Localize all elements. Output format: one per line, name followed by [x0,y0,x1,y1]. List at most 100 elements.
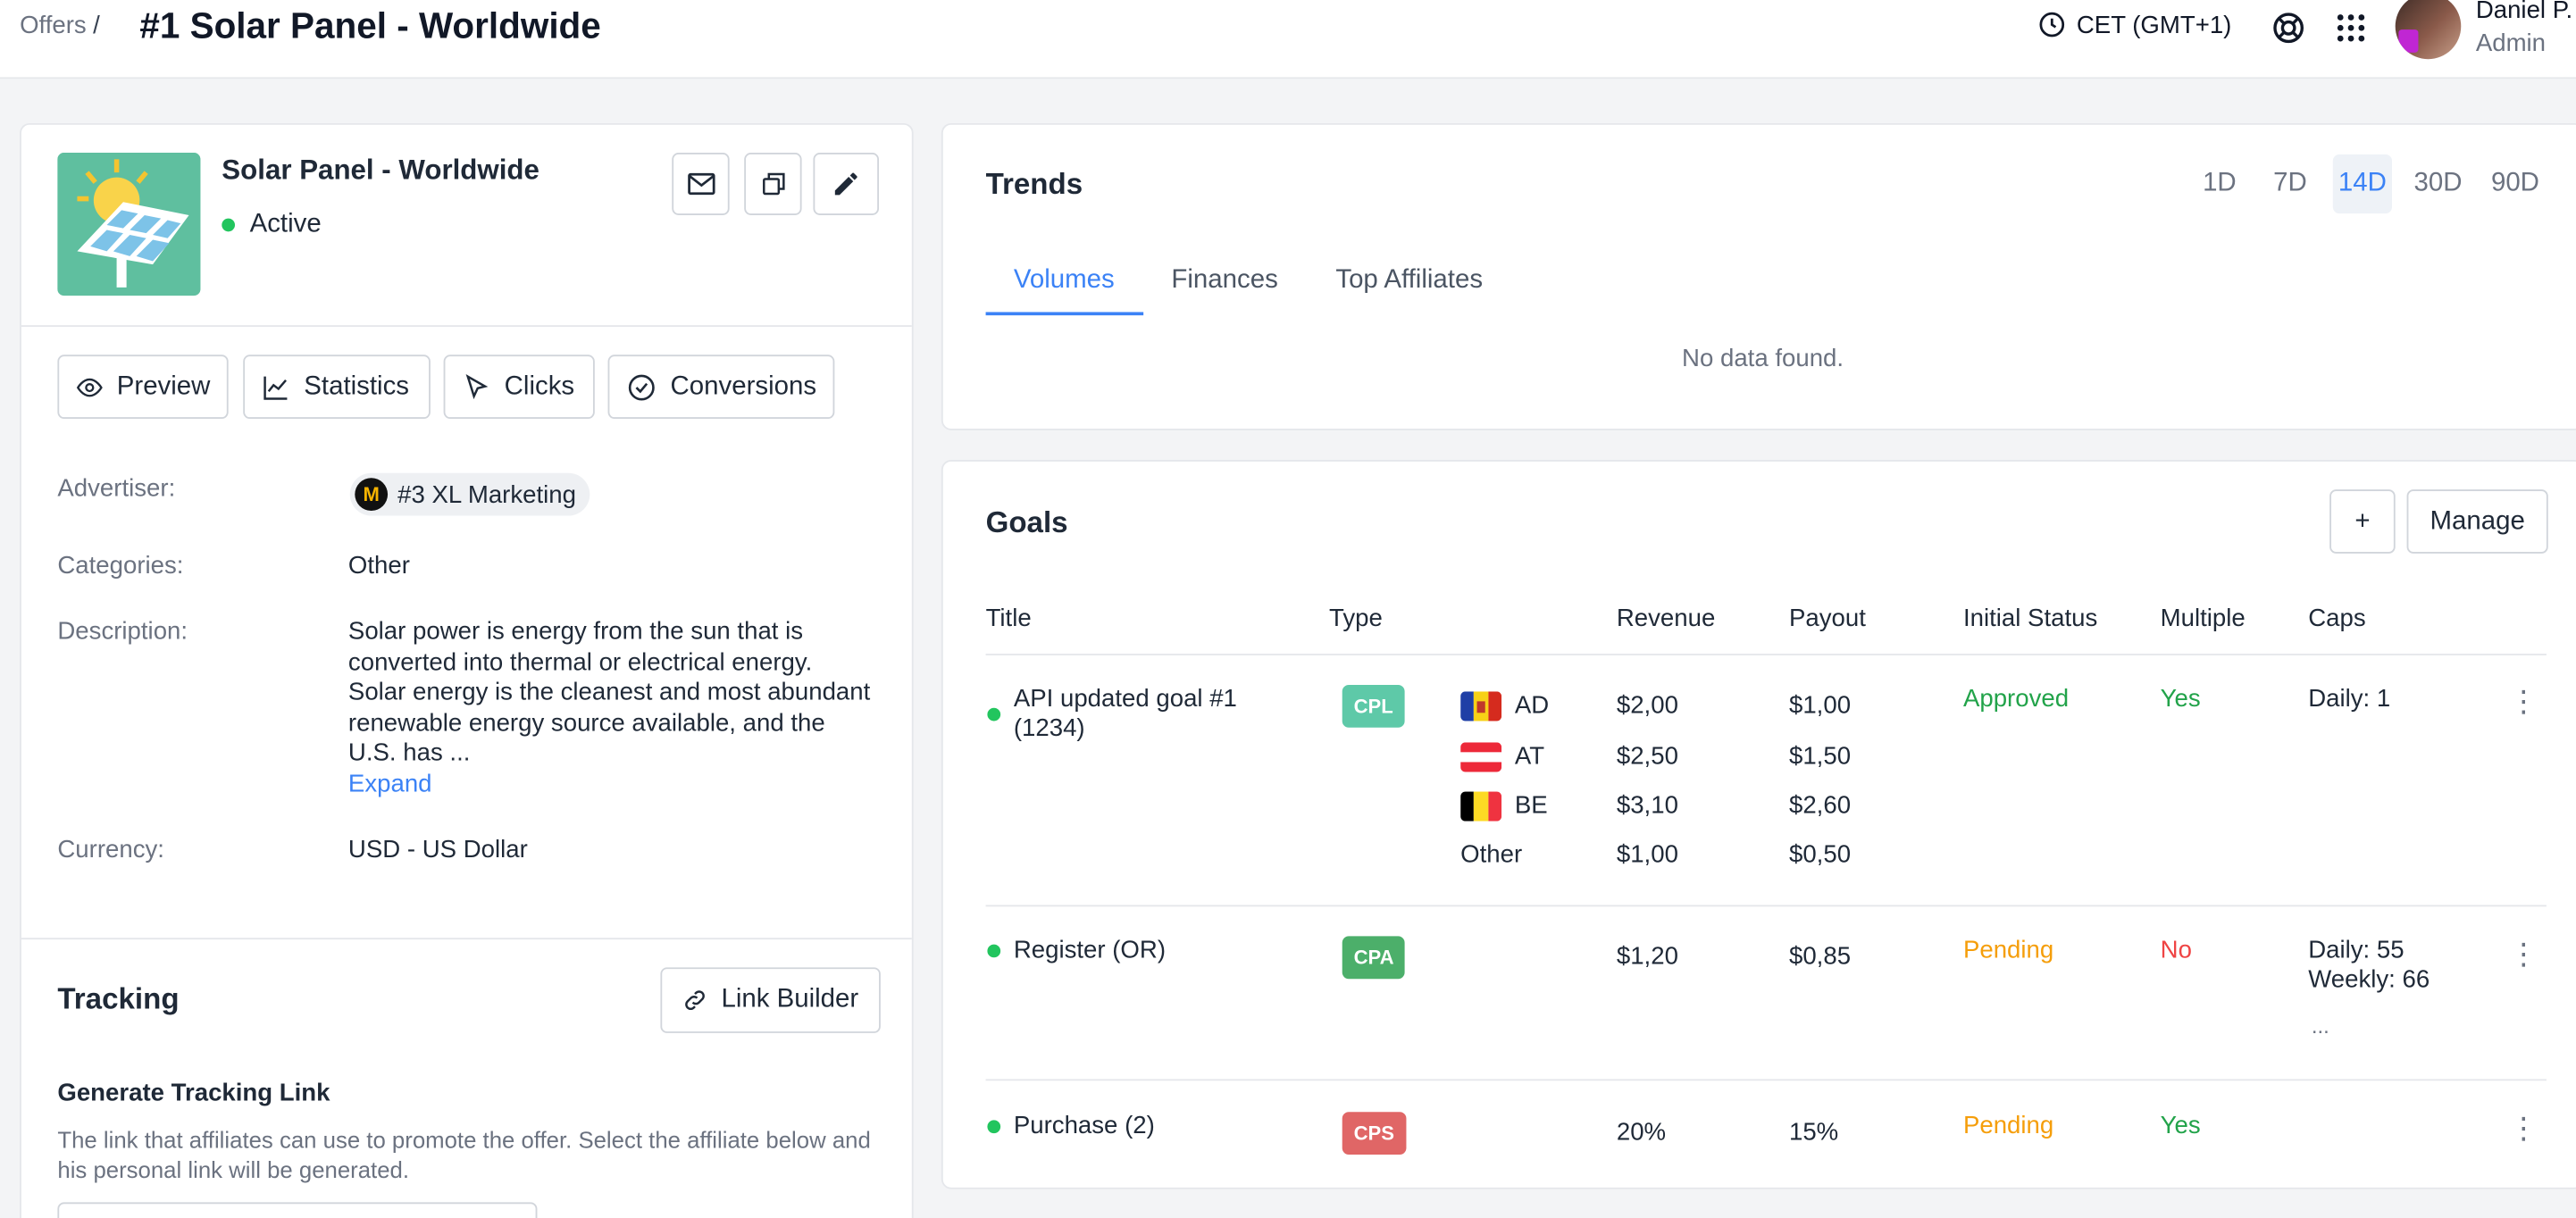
generate-link-description: The link that affiliates can use to prom… [57,1126,871,1183]
flag-at-icon [1460,742,1502,772]
clock-icon [2039,12,2065,38]
breadcrumb-separator: / [93,11,100,40]
timezone-label: CET (GMT+1) [2076,10,2232,39]
tab-volumes[interactable]: Volumes [1013,265,1115,295]
goal-status-dot [987,944,1001,958]
multiple-value: Yes [2160,684,2201,713]
description: Solar power is energy from the sun that … [348,618,874,800]
user-name: Daniel P. [2475,0,2573,25]
line-chart-icon [263,375,288,399]
breadcrumb: Offers / [20,12,100,39]
flag-be-icon [1460,791,1502,822]
geo-revenue: $3,10 [1616,791,1678,820]
status-label: Active [249,210,322,238]
geo-revenue: $2,50 [1616,742,1678,771]
categories-value: Other [347,552,410,580]
trends-card: Trends 1D 7D 14D 30D 90D Volumes Finance… [941,122,2576,430]
page-title: #1 Solar Panel - Worldwide [139,4,601,46]
range-90d[interactable]: 90D [2490,169,2539,197]
currency-value: USD - US Dollar [347,836,528,864]
range-1d[interactable]: 1D [2203,169,2237,197]
preview-button[interactable]: Preview [57,355,229,420]
geo-revenue: $1,00 [1616,840,1678,869]
geo-payout: $2,60 [1788,791,1852,820]
active-tab-indicator [985,312,1144,316]
user-avatar[interactable] [2395,0,2462,60]
column-initial-status: Initial Status [1962,604,2098,633]
description-label: Description: [57,617,188,646]
goals-card: Goals + Manage Title Type Revenue Payout… [941,460,2576,1189]
caps-more[interactable]: ... [2311,1013,2329,1039]
statistics-button[interactable]: Statistics [243,355,431,420]
timezone-selector[interactable]: CET (GMT+1) [2037,10,2232,39]
user-role: Admin [2475,29,2547,58]
add-goal-button[interactable]: + [2329,489,2396,554]
description-value: Solar power is energy from the sun that … [347,617,871,767]
geo-code: BE [1514,791,1548,820]
statistics-label: Statistics [304,371,410,400]
goal-type-badge: CPL [1342,684,1405,728]
conversions-label: Conversions [670,371,817,400]
flag-ad-icon [1460,691,1502,722]
divider [21,325,912,328]
clicks-button[interactable]: Clicks [443,355,595,420]
advertiser-label: Advertiser: [57,474,176,503]
conversions-button[interactable]: Conversions [607,355,835,420]
email-button[interactable] [672,153,730,215]
apps-grid-icon[interactable] [2333,10,2369,46]
check-circle-icon [628,373,655,400]
more-options-icon[interactable]: ⋮ [2508,938,2538,972]
breadcrumb-offers-link[interactable]: Offers [20,11,87,40]
goal-revenue: $1,20 [1616,942,1678,972]
caps-value: Daily: 55 Weekly: 66 [2308,936,2430,994]
geo-code: AT [1514,742,1545,771]
tab-top-affiliates[interactable]: Top Affiliates [1335,265,1484,295]
range-14d[interactable]: 14D [2332,154,2393,214]
trends-title: Trends [985,167,1083,201]
goal-revenue: 20% [1616,1118,1667,1147]
solar-panel-image [57,153,201,296]
goal-title: Purchase (2) [1013,1112,1155,1140]
more-options-icon[interactable]: ⋮ [2508,1112,2538,1145]
row-divider [985,905,2547,907]
preview-label: Preview [116,371,211,400]
geo-payout: $1,50 [1788,742,1852,771]
link-icon [685,990,705,1010]
link-builder-label: Link Builder [721,985,859,1014]
geo-payout: $1,00 [1788,691,1852,720]
expand-link[interactable]: Expand [347,769,432,797]
duplicate-button[interactable] [744,153,802,215]
copy-icon [762,172,784,196]
offer-details-card: Solar Panel - Worldwide Active Preview S… [20,122,914,1218]
goal-payout: 15% [1788,1118,1839,1147]
divider [21,938,912,940]
offer-status: Active [222,210,322,239]
edit-button[interactable] [813,153,880,215]
geo-revenue: $2,00 [1616,691,1678,720]
mail-icon [687,172,715,196]
goal-status-dot [987,707,1001,722]
goal-title: Register (OR) [1013,936,1167,964]
column-revenue: Revenue [1616,604,1716,633]
link-builder-button[interactable]: Link Builder [660,967,881,1033]
currency-label: Currency: [57,836,164,864]
more-options-icon[interactable]: ⋮ [2508,684,2538,718]
pencil-icon [834,172,857,196]
affiliate-select[interactable] [57,1202,538,1218]
categories-label: Categories: [57,552,184,580]
tab-finances[interactable]: Finances [1171,265,1278,295]
range-30d[interactable]: 30D [2413,169,2463,197]
goal-type-badge: CPS [1342,1112,1406,1155]
eye-icon [76,377,103,396]
range-7d[interactable]: 7D [2273,169,2307,197]
advertiser-chip[interactable]: M #3 XL Marketing [349,472,590,516]
goal-title: API updated goal #1 (1234) [1013,684,1237,743]
advertiser-value: #3 XL Marketing [397,480,576,509]
empty-state: No data found. [1682,345,1844,373]
column-type: Type [1328,604,1383,633]
goal-status-dot [987,1120,1001,1134]
help-lifebuoy-icon[interactable] [2271,10,2306,46]
manage-goals-button[interactable]: Manage [2406,489,2548,554]
goal-type-badge: CPA [1342,936,1406,980]
